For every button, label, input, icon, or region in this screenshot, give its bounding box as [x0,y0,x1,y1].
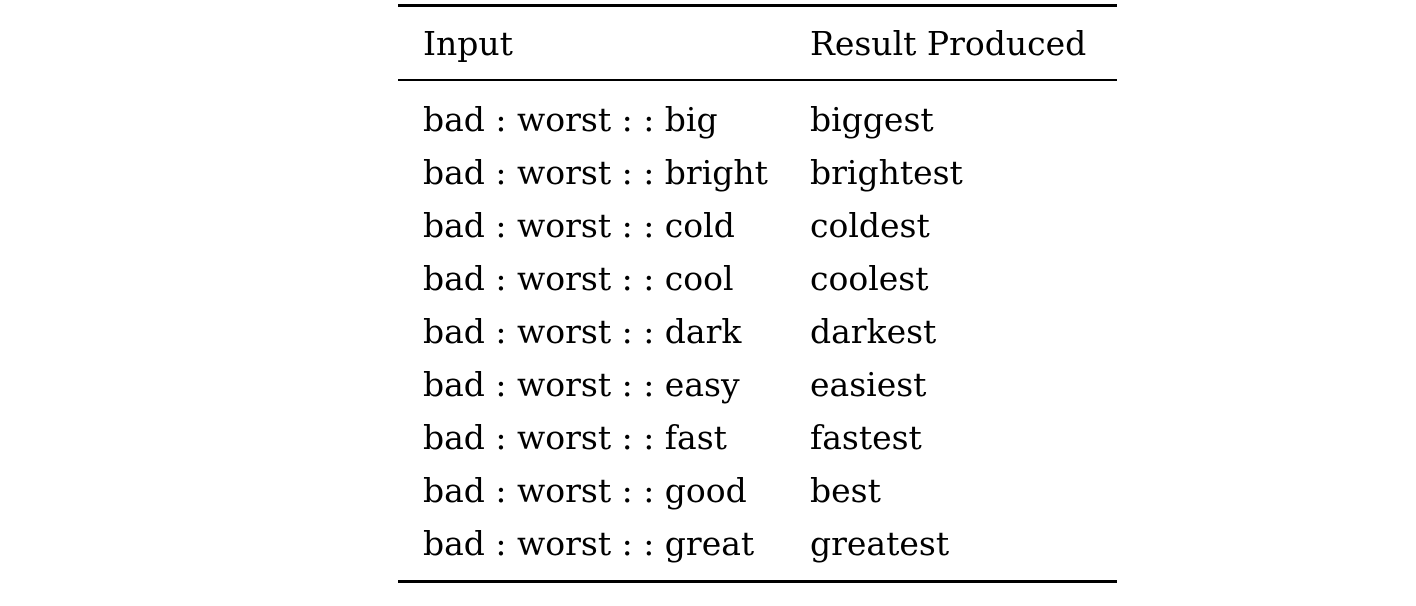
table-row: bad : worst : : cool coolest [398,252,1117,305]
result-cell: biggest [810,100,934,139]
input-cell: bad : worst : : fast [423,418,727,457]
result-cell: greatest [810,524,950,563]
result-cell: easiest [810,365,927,404]
table-row: bad : worst : : bright brightest [398,146,1117,199]
column-header-result-produced: Result Produced [810,5,1117,81]
input-cell: bad : worst : : great [423,524,755,563]
table-row: bad : worst : : good best [398,464,1117,517]
input-cell: bad : worst : : cold [423,206,735,245]
result-cell: brightest [810,153,963,192]
result-cell: best [810,471,881,510]
table-header: Input Result Produced [398,5,1117,81]
result-cell: coldest [810,206,930,245]
result-cell: fastest [810,418,922,457]
table-row: bad : worst : : big biggest [398,80,1117,146]
input-cell: bad : worst : : easy [423,365,740,404]
header-row: Input Result Produced [398,5,1117,81]
column-header-input: Input [398,5,810,81]
result-cell: coolest [810,259,929,298]
table-row: bad : worst : : cold coldest [398,199,1117,252]
result-cell: darkest [810,312,937,351]
input-cell: bad : worst : : big [423,100,718,139]
analogy-results-table: Input Result Produced bad : worst : : bi… [398,4,1117,583]
table-body: bad : worst : : big biggest bad : worst … [398,80,1117,582]
table-row: bad : worst : : dark darkest [398,305,1117,358]
input-cell: bad : worst : : cool [423,259,734,298]
input-cell: bad : worst : : bright [423,153,768,192]
input-cell: bad : worst : : dark [423,312,742,351]
table-row: bad : worst : : fast fastest [398,411,1117,464]
input-cell: bad : worst : : good [423,471,747,510]
table-row: bad : worst : : great greatest [398,517,1117,582]
table-row: bad : worst : : easy easiest [398,358,1117,411]
